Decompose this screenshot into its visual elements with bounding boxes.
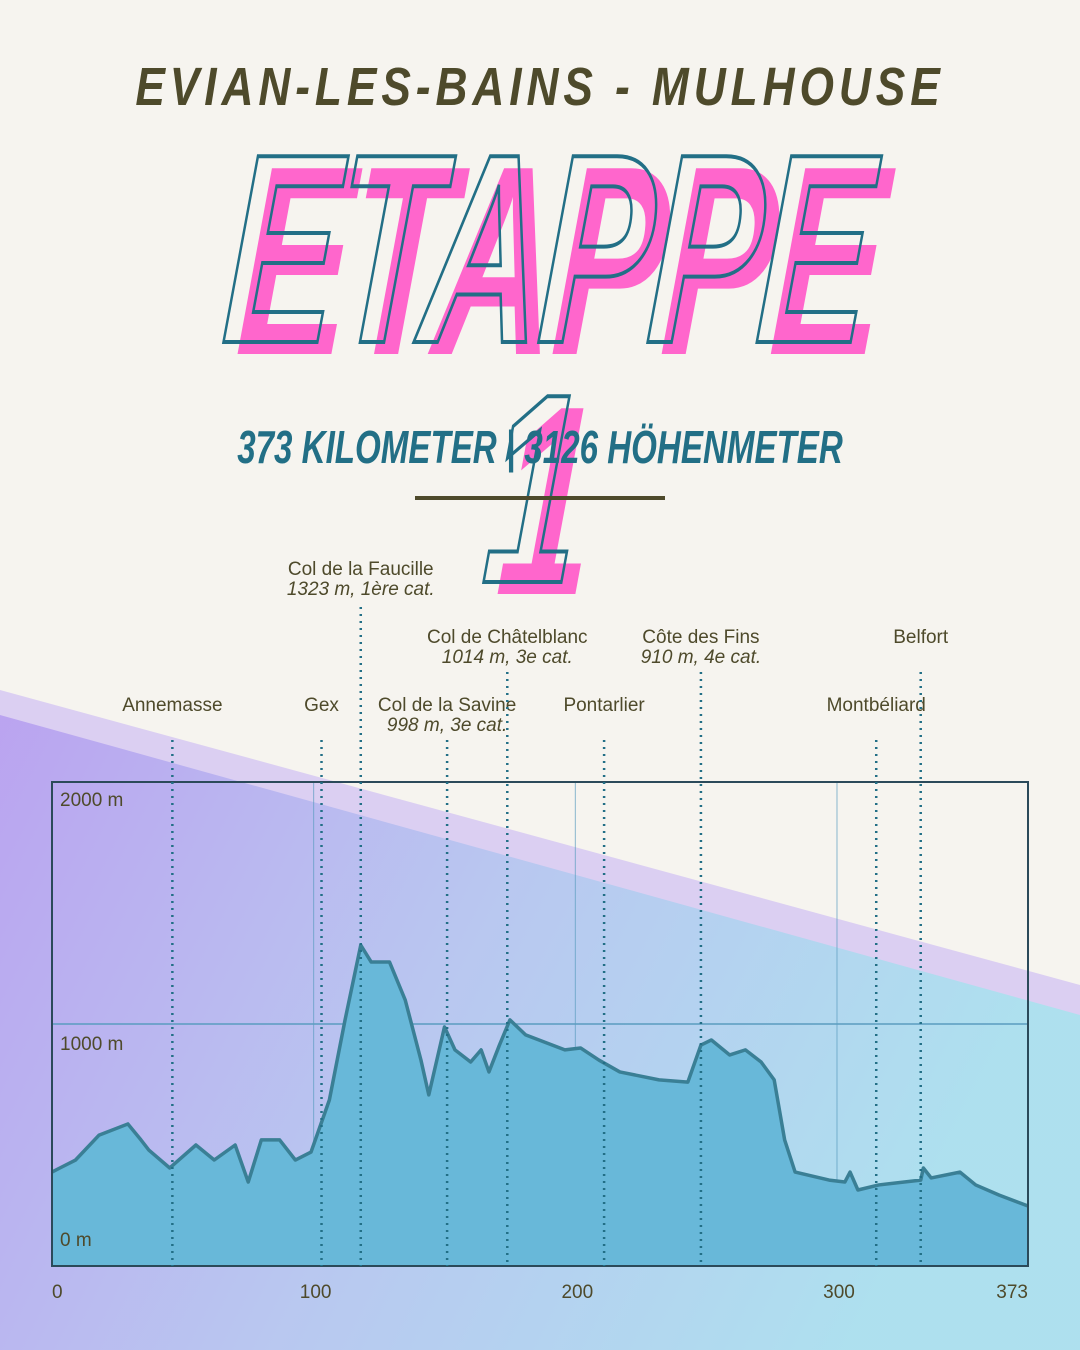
marker-detail: 998 m, 3e cat. — [387, 715, 507, 736]
x-tick-label: 300 — [823, 1282, 855, 1303]
plot-frame — [51, 781, 1029, 1267]
marker-label: Gex — [304, 695, 339, 716]
marker-label: Montbéliard — [827, 695, 926, 716]
divider — [415, 496, 665, 500]
marker-label: Col de la Faucille — [288, 559, 434, 580]
marker-label: Belfort — [893, 627, 949, 648]
marker-detail: 910 m, 4e cat. — [641, 647, 761, 668]
elevation-area — [52, 945, 1028, 1266]
route-subtitle: EVIAN-LES-BAINS - MULHOUSE — [135, 57, 945, 117]
stage-stats: 373 KILOMETER | 3126 HÖHENMETER — [237, 421, 843, 473]
marker-detail: 1014 m, 3e cat. — [442, 647, 573, 668]
marker-label: Pontarlier — [563, 695, 645, 716]
marker-label: Col de la Savine — [378, 695, 516, 716]
x-tick-label: 200 — [561, 1282, 593, 1303]
elevation-line — [51, 943, 1029, 1208]
marker-label: Annemasse — [122, 695, 222, 716]
marker-label: Côte des Fins — [642, 627, 759, 648]
x-tick-label: 0 — [52, 1282, 63, 1303]
y-tick-label: 2000 m — [60, 790, 123, 811]
x-tick-label: 100 — [300, 1282, 332, 1303]
y-tick-label: 0 m — [60, 1230, 92, 1251]
x-tick-label: 373 — [996, 1282, 1028, 1303]
marker-detail: 1323 m, 1ère cat. — [287, 579, 435, 600]
y-tick-label: 1000 m — [60, 1034, 123, 1055]
marker-label: Col de Châtelblanc — [427, 627, 588, 648]
